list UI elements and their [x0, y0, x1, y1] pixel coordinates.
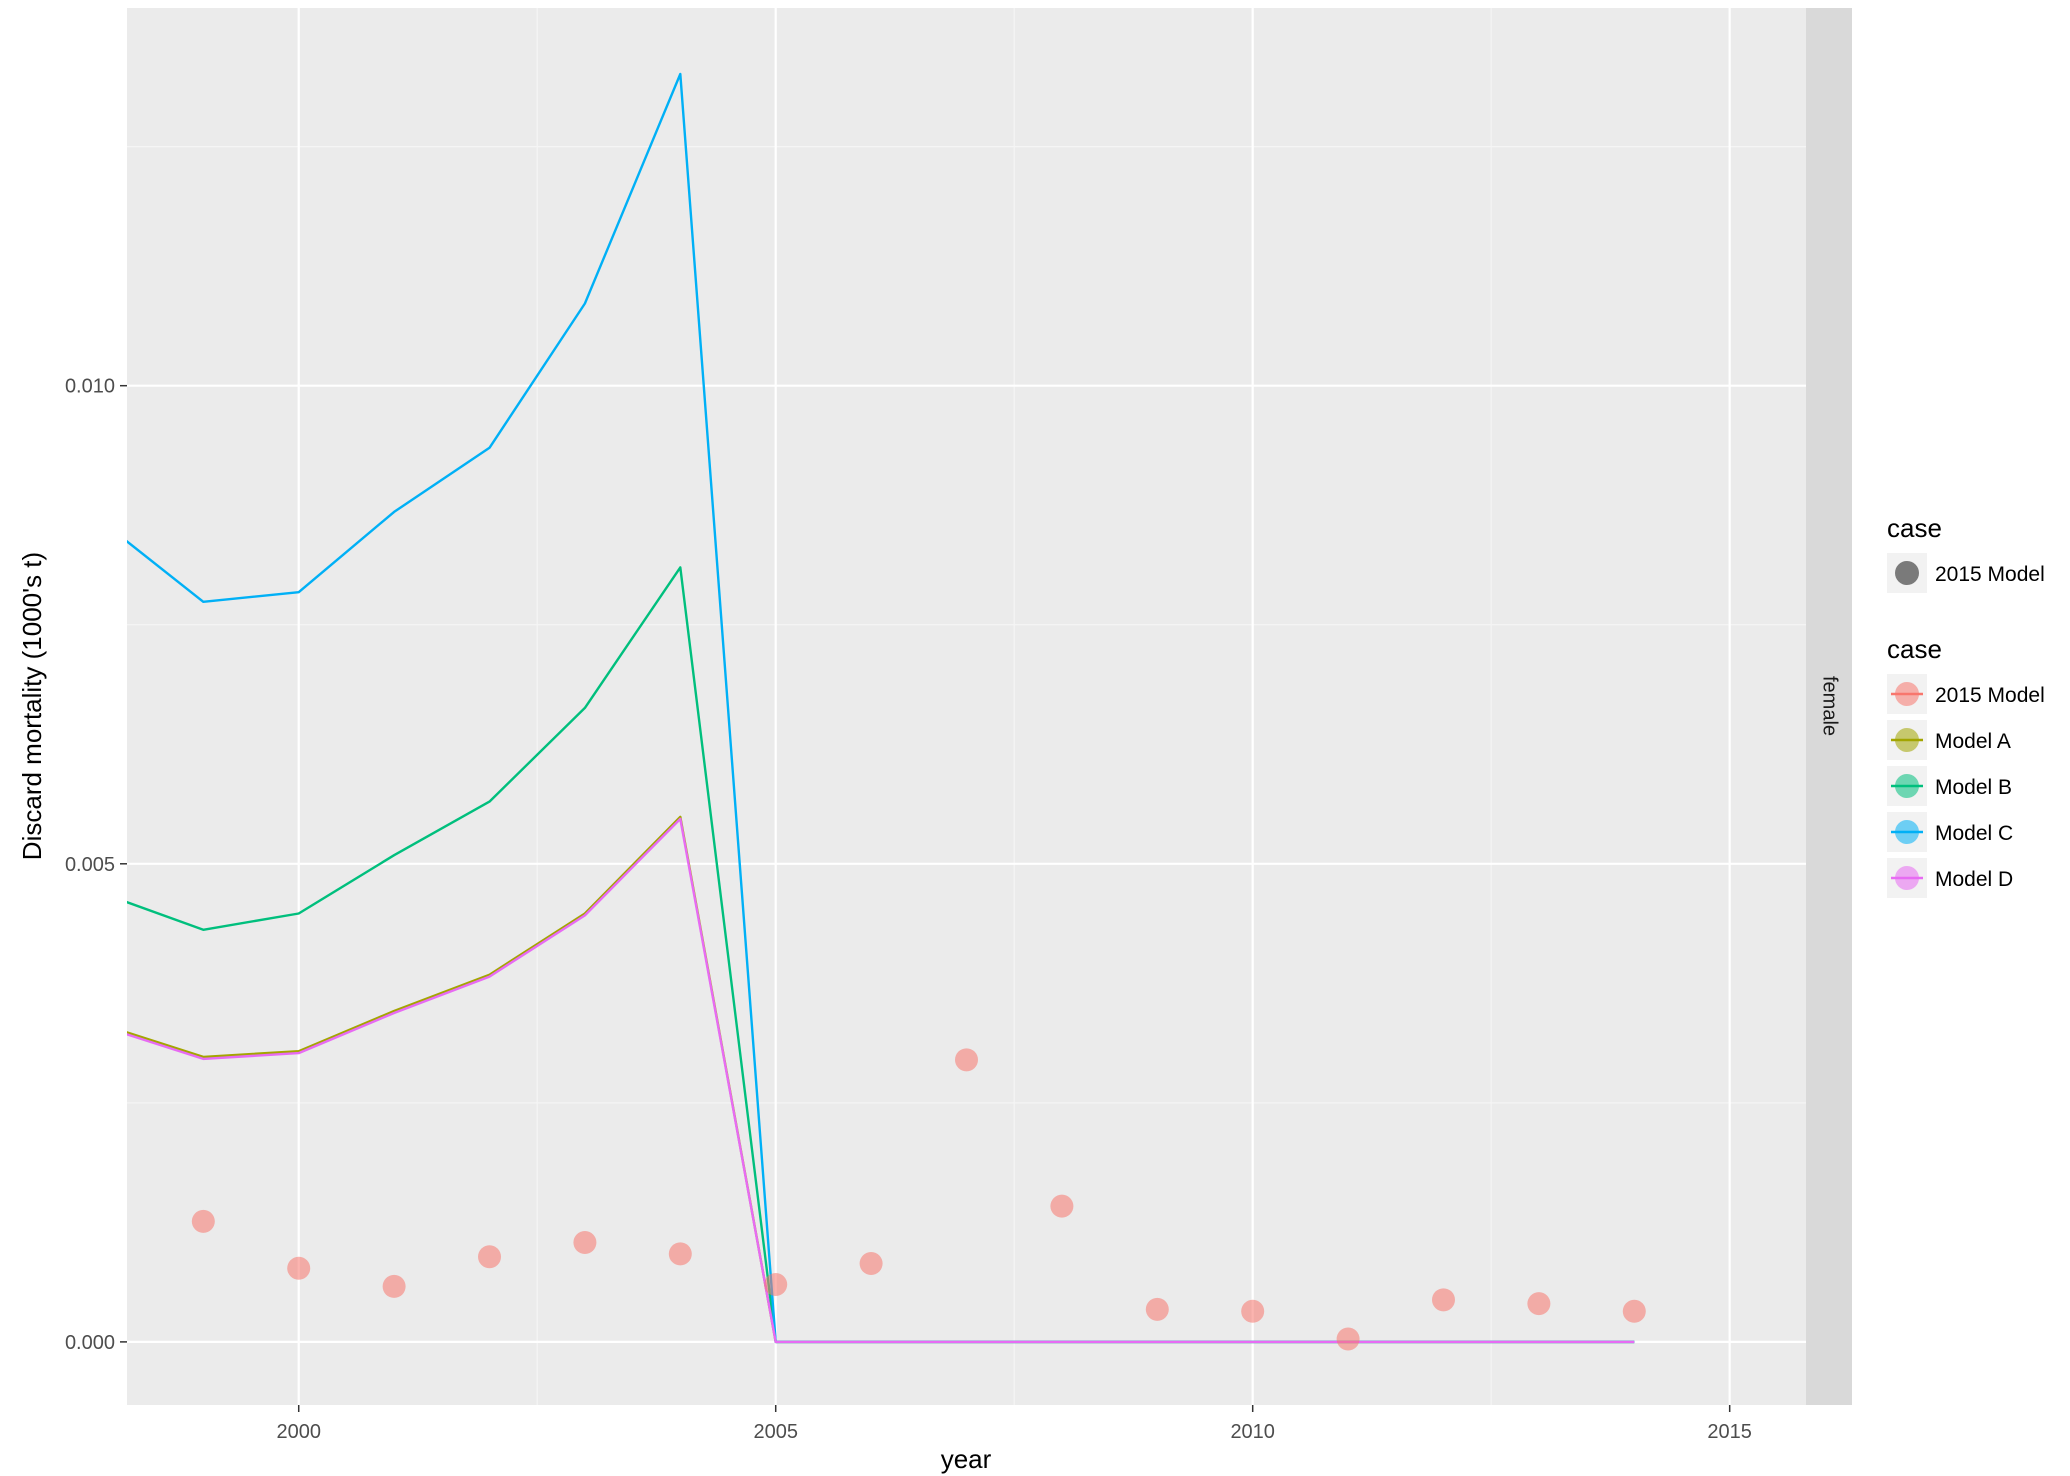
data-point — [668, 1242, 692, 1266]
data-point — [859, 1251, 883, 1275]
x-tick-label: 2000 — [276, 1421, 321, 1443]
data-point — [1336, 1327, 1360, 1351]
y-axis: 0.000 0.005 0.010 — [65, 376, 127, 1354]
data-point — [573, 1230, 597, 1254]
y-tick-label: 0.010 — [65, 376, 115, 398]
facet-strip — [1806, 8, 1852, 1405]
x-axis: 2000 2005 2010 2015 — [276, 1405, 1752, 1443]
legend-title: case — [1887, 634, 1942, 664]
data-point — [191, 1209, 215, 1233]
data-point — [1241, 1299, 1265, 1323]
legend-label: Model D — [1935, 868, 2013, 891]
data-point — [1050, 1194, 1074, 1218]
series-lines — [127, 72, 1635, 1344]
x-tick-label: 2005 — [753, 1421, 798, 1443]
x-tick-label: 2015 — [1707, 1421, 1752, 1443]
legend-key-point — [1895, 866, 1919, 890]
legend: case 2015 Model case 2015 Model Model A Model… — [1887, 513, 2045, 898]
x-tick-label: 2010 — [1230, 1421, 1275, 1443]
legend-key-point — [1895, 774, 1919, 798]
minor-gridlines — [127, 8, 1806, 1405]
point-marks — [191, 1048, 1646, 1351]
data-point — [287, 1256, 311, 1280]
legend-label: Model A — [1935, 730, 2011, 753]
legend-label: Model B — [1935, 776, 2012, 799]
x-axis-title: year — [941, 1444, 992, 1474]
legend-key-point — [1895, 682, 1919, 706]
legend-label: Model C — [1935, 822, 2013, 845]
data-point — [764, 1273, 788, 1297]
legend-key-point — [1895, 728, 1919, 752]
plot-panel — [127, 8, 1806, 1405]
major-gridlines — [127, 8, 1806, 1405]
legend-key-point — [1895, 561, 1919, 585]
legend-key-point — [1895, 820, 1919, 844]
data-point — [1622, 1299, 1646, 1323]
data-point — [1431, 1288, 1455, 1312]
data-point — [382, 1274, 406, 1298]
facet-strip-label: female — [1819, 676, 1841, 736]
legend-label: 2015 Model — [1935, 563, 2045, 586]
data-point — [955, 1048, 978, 1072]
y-axis-title: Discard mortality (1000's t) — [17, 552, 47, 860]
data-point — [1145, 1297, 1169, 1321]
data-point — [1527, 1292, 1551, 1316]
series-line-model-d — [127, 817, 1635, 1344]
y-tick-label: 0.005 — [65, 854, 115, 876]
legend-label: 2015 Model — [1935, 684, 2045, 707]
data-point — [478, 1245, 502, 1269]
legend-title: case — [1887, 513, 1942, 543]
y-tick-label: 0.000 — [65, 1332, 115, 1354]
